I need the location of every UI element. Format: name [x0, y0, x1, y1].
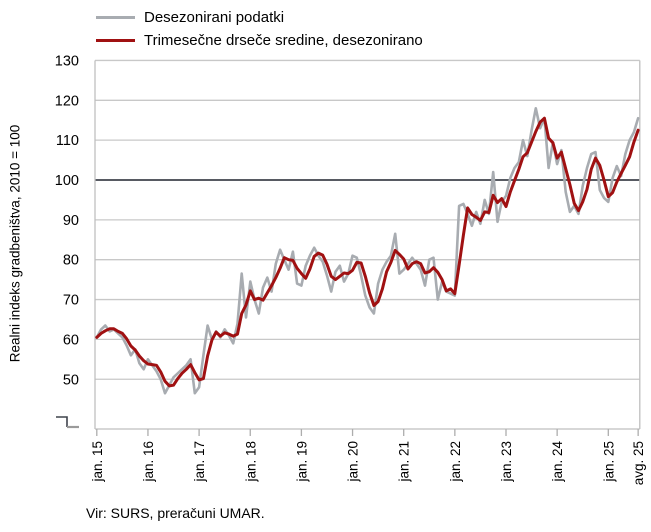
y-tick-label: 60 — [63, 332, 79, 348]
x-tick-label: jan. 18 — [243, 441, 258, 483]
y-tick-label: 70 — [63, 293, 79, 309]
y-tick-label: 130 — [55, 53, 79, 69]
gray-line-swatch-icon — [96, 16, 135, 19]
legend-label: Desezonirani podatki — [144, 9, 285, 26]
legend-item-drsece-sredine: Trimesečne drseče sredine, desezonirano — [96, 29, 423, 52]
legend-item-desezonirani: Desezonirani podatki — [96, 6, 423, 29]
x-tick-label: jan. 19 — [294, 441, 309, 483]
legend-label: Trimesečne drseče sredine, desezonirano — [144, 32, 423, 49]
x-tick-label: jan. 23 — [499, 441, 514, 483]
chart-legend: Desezonirani podatki Trimesečne drseče s… — [96, 6, 423, 52]
x-tick-label: jan. 16 — [141, 441, 156, 483]
x-tick-label: jan. 15 — [90, 441, 105, 483]
x-tick-label: jan. 22 — [448, 441, 463, 483]
x-tick-label: avg. 25 — [631, 441, 646, 485]
axis-break-icon — [56, 416, 68, 427]
y-tick-label: 110 — [56, 133, 79, 149]
series-moving-average-line — [95, 116, 640, 388]
x-tick-label: jan. 20 — [346, 441, 361, 483]
y-tick-label: 80 — [63, 253, 79, 269]
y-tick-label: 90 — [63, 213, 79, 229]
y-tick-label: 50 — [63, 372, 79, 388]
x-tick-label: jan. 25 — [601, 441, 616, 483]
series-desezonirani-line — [95, 107, 640, 395]
x-tick-label: jan. 17 — [192, 441, 207, 483]
x-tick-label: jan. 21 — [397, 441, 412, 483]
red-line-swatch-icon — [96, 39, 135, 42]
x-tick-label: jan. 24 — [550, 441, 565, 483]
y-tick-label: 120 — [55, 93, 79, 109]
y-tick-label: 100 — [55, 173, 79, 189]
source-note: Vir: SURS, preračuni UMAR. — [86, 505, 265, 521]
